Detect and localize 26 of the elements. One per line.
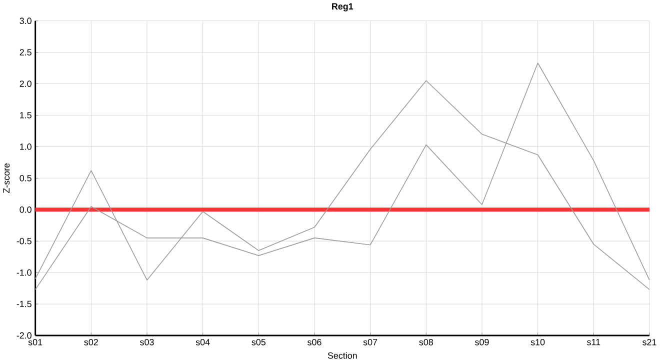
y-tick-label: 1.0: [20, 144, 32, 150]
x-tick-label: s08: [419, 338, 433, 346]
y-axis-title: Z-score: [3, 163, 10, 194]
y-tick-label: -0.5: [16, 238, 32, 244]
x-tick-label: s11: [587, 338, 600, 346]
y-tick-label: 0.0: [20, 206, 32, 213]
x-tick-label: s06: [308, 338, 322, 346]
x-tick-label: s02: [84, 338, 98, 346]
x-tick-label: s05: [252, 338, 266, 346]
x-tick-label: s09: [475, 338, 489, 346]
x-tick-label: s10: [530, 338, 545, 346]
x-tick-label: s03: [140, 338, 154, 346]
x-axis-title: Section: [328, 352, 357, 359]
y-tick-label: 0.5: [20, 174, 32, 182]
y-tick-label: 2.5: [20, 49, 32, 56]
x-tick-label: s04: [196, 338, 210, 346]
y-tick-label: -1.0: [16, 269, 32, 276]
y-tick-label: 1.5: [20, 112, 32, 118]
chart-title: Reg1: [332, 3, 354, 12]
x-tick-label: s21: [642, 338, 656, 346]
y-tick-label: 3.0: [20, 18, 32, 24]
y-tick-label: 2.0: [20, 80, 32, 87]
y-tick-label: -2.0: [16, 332, 32, 339]
x-tick-label: s07: [363, 338, 378, 346]
y-tick-label: -1.5: [16, 300, 32, 308]
x-tick-label: s01: [28, 338, 42, 346]
